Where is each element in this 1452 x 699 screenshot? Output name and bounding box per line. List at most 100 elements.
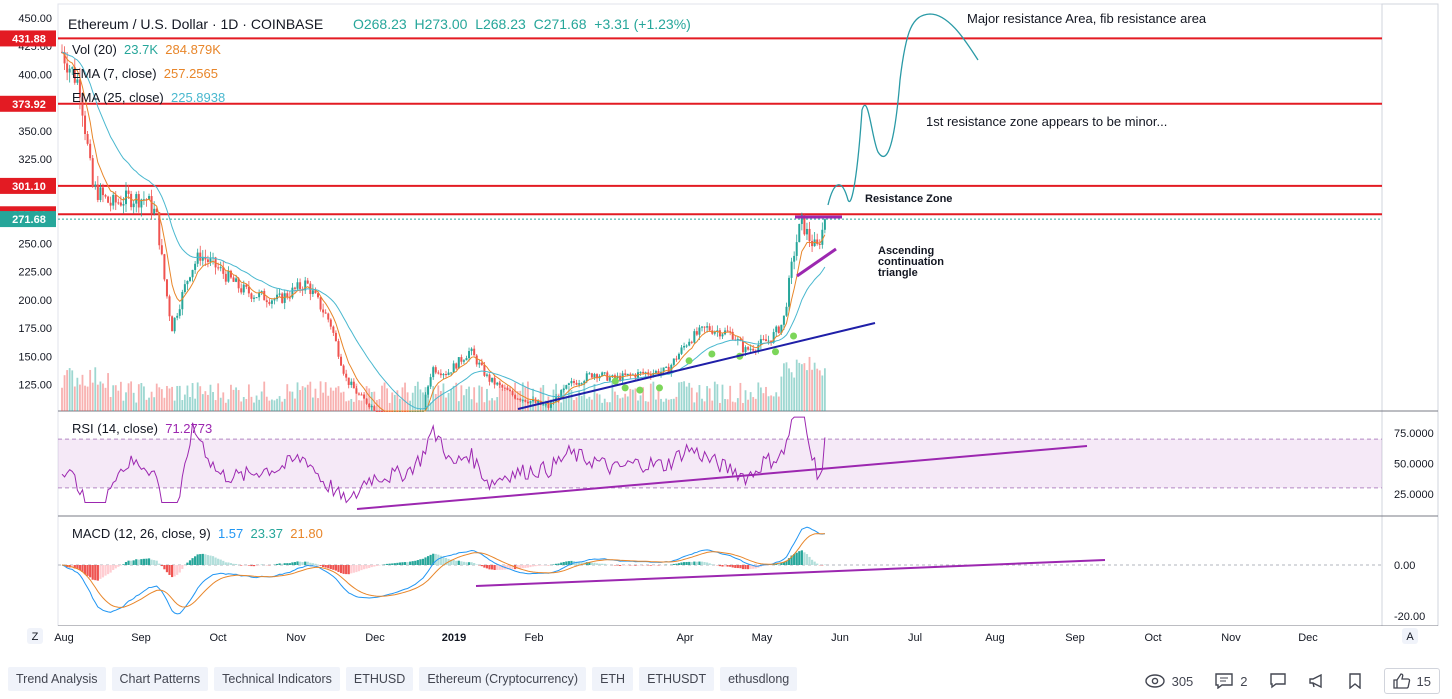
macd-histogram-bar (744, 565, 747, 570)
volume-bar (729, 385, 732, 411)
candle (337, 341, 340, 357)
volume-bar (665, 398, 668, 411)
volume-bar (301, 386, 304, 411)
macd-histogram-bar (531, 565, 535, 567)
tag-ethusd[interactable]: ETHUSD (345, 667, 414, 691)
candle (488, 374, 491, 382)
macd-histogram-bar (450, 559, 453, 565)
macd-histogram-bar (211, 556, 215, 565)
price-tick-label: 225.00 (18, 267, 52, 279)
volume-bar (570, 389, 573, 411)
chart-area[interactable]: 450.00425.00400.00375.00350.00325.00300.… (0, 0, 1452, 652)
signal-dot (771, 348, 779, 356)
tag-ethusdt[interactable]: ETHUSDT (639, 667, 715, 691)
macd-histogram-bar (214, 557, 217, 565)
last-price-badge (0, 211, 56, 228)
volume-bar (404, 382, 406, 411)
volume-bar (575, 397, 578, 411)
macd-histogram-bar (301, 562, 304, 565)
macd-histogram-bar (598, 563, 601, 565)
triangle-bottom-line (796, 247, 837, 278)
volume-bar (795, 359, 798, 411)
macd-histogram-bar (554, 563, 558, 565)
candle (596, 374, 599, 379)
reply-button[interactable] (1269, 673, 1286, 689)
thumbs-up-icon (1392, 673, 1410, 689)
volume-bar (816, 368, 819, 411)
candle (777, 326, 780, 333)
comments-button[interactable]: 2 (1215, 673, 1248, 689)
macd-histogram-bar (122, 564, 125, 565)
macd-histogram-bar (434, 553, 437, 565)
macd-histogram-bar (145, 558, 148, 565)
macd-histogram-bar (462, 561, 466, 565)
volume-bar (818, 370, 821, 411)
price-chart-svg[interactable]: 450.00425.00400.00375.00350.00325.00300.… (0, 0, 1452, 652)
macd-histogram-bar (332, 565, 335, 570)
tag-technical-indicators[interactable]: Technical Indicators (214, 667, 340, 691)
volume-bar (335, 387, 337, 411)
candle (483, 364, 486, 376)
candle (818, 243, 821, 245)
macd-histogram-bar (370, 565, 373, 568)
like-button[interactable]: 15 (1383, 668, 1440, 694)
macd-histogram-bar (176, 565, 179, 575)
volume-bar (414, 385, 417, 411)
volume-bar (207, 394, 209, 411)
annotation-resistance-zone: Resistance Zone (865, 193, 952, 205)
bookmark-button[interactable] (1348, 673, 1362, 689)
tag-trend-analysis[interactable]: Trend Analysis (8, 667, 106, 691)
volume-bar (652, 381, 655, 411)
volume-bar (527, 381, 529, 411)
tag-ethereum[interactable]: Ethereum (Cryptocurrency) (419, 667, 587, 691)
macd-histogram-bar (764, 565, 768, 566)
volume-bar (468, 386, 470, 411)
candle (549, 402, 552, 408)
macd-histogram-bar (324, 565, 327, 568)
macd-histogram-bar (790, 555, 793, 565)
auto-scale-button (1402, 628, 1418, 644)
volume-bar (649, 383, 652, 411)
share-button[interactable] (1308, 673, 1326, 689)
macd-histogram-bar (457, 560, 460, 565)
candle (665, 366, 668, 368)
candle (319, 297, 322, 310)
ema7-line (61, 51, 826, 412)
candle (109, 202, 112, 206)
macd-histogram-bar (342, 565, 345, 574)
candle (173, 317, 176, 332)
volume-bar (352, 401, 355, 411)
candle (76, 79, 79, 83)
macd-histogram-bar (498, 565, 501, 570)
volume-bar (813, 362, 816, 411)
volume-bar (86, 386, 89, 411)
volume-bar (573, 400, 575, 411)
candle (104, 195, 107, 197)
candle (759, 339, 762, 345)
tag-chart-patterns[interactable]: Chart Patterns (111, 667, 209, 691)
volume-bar (445, 397, 447, 411)
macd-histogram-bar (124, 562, 128, 565)
volume-bar (263, 381, 266, 411)
macd-histogram-bar (703, 562, 706, 565)
volume-bar (588, 396, 591, 411)
tag-eth[interactable]: ETH (592, 667, 634, 691)
ohlc-low: L268.23 (475, 16, 526, 32)
candle (132, 203, 135, 208)
candle (84, 115, 87, 135)
price-axis-frame (1381, 3, 1439, 627)
macd-histogram-bar (135, 559, 138, 565)
candle (322, 309, 325, 313)
tag-ethusdlong[interactable]: ethusdlong (720, 667, 798, 691)
macd-histogram-bar (127, 560, 130, 565)
macd-histogram-bar (516, 565, 519, 569)
candle (693, 331, 696, 343)
volume-bar (237, 390, 240, 411)
macd-histogram-bar (293, 562, 297, 565)
candle (189, 277, 191, 281)
volume-bar (204, 391, 207, 411)
volume-bar (580, 395, 583, 411)
candle (209, 258, 212, 262)
candle (127, 190, 130, 194)
macd-histogram-bar (746, 565, 750, 570)
